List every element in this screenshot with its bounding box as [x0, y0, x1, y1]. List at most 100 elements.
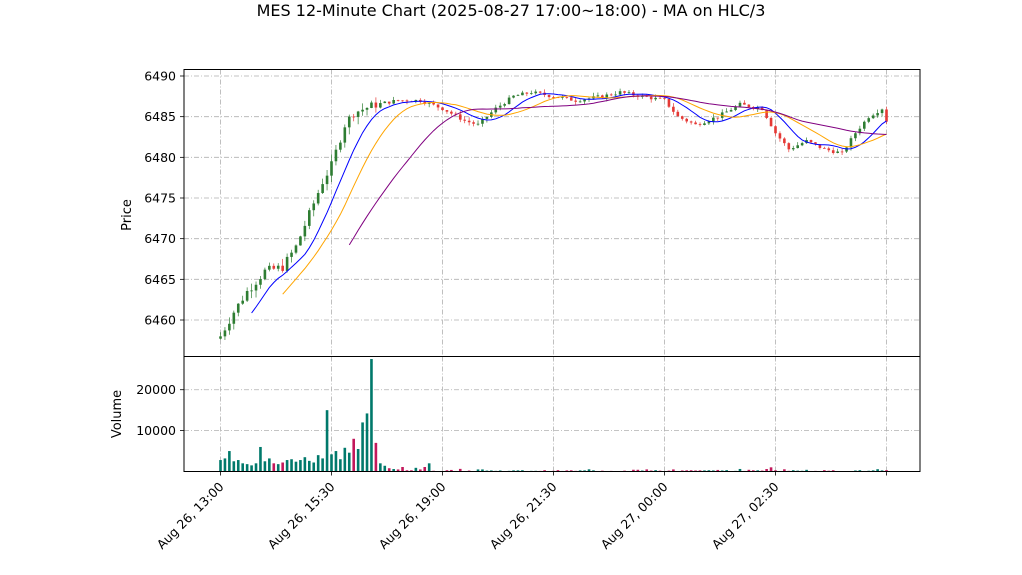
volume-bar: [632, 469, 635, 472]
volume-bar: [219, 460, 222, 472]
volume-axis-label: Volume: [110, 390, 125, 438]
volume-bar: [236, 460, 240, 472]
x-tick-label: Aug 27, 02:30: [709, 479, 782, 552]
volume-bar: [752, 470, 755, 472]
candle-body: [689, 121, 693, 123]
volume-bar: [592, 470, 595, 472]
volume-bar: [365, 413, 369, 472]
volume-bar: [241, 463, 244, 472]
candle-body: [614, 94, 617, 96]
volume-bar: [885, 470, 888, 472]
candlestick-series: [219, 88, 888, 341]
candle-body: [858, 128, 862, 134]
candle-body: [609, 94, 613, 96]
candle-body: [263, 269, 267, 280]
candle-body: [694, 122, 697, 125]
volume-bar: [556, 470, 560, 472]
volume-bar: [250, 465, 253, 472]
volume-bar: [263, 461, 267, 472]
price-tick-label: 6480: [144, 150, 176, 165]
volume-bar: [356, 449, 360, 472]
candle-body: [814, 142, 817, 145]
candle-body: [547, 95, 551, 98]
volume-bar: [414, 467, 418, 472]
candle-body: [530, 93, 533, 95]
volume-tick-label: 10000: [136, 423, 176, 438]
candle-body: [849, 138, 853, 148]
candle-body: [401, 100, 404, 102]
volume-bar: [325, 410, 329, 472]
candle-body: [290, 252, 293, 257]
volume-bar: [694, 470, 697, 472]
volume-bar: [791, 470, 795, 472]
candle-body: [312, 203, 316, 211]
candle-body: [334, 149, 338, 162]
volume-bar: [321, 458, 324, 472]
price-y-axis: 6460 6465 6470 6475 6480 6485 6490: [144, 69, 184, 328]
volume-bar: [707, 470, 711, 472]
volume-bar: [254, 463, 258, 472]
moving-average-line: [251, 93, 887, 314]
volume-bar: [294, 461, 298, 472]
candle-body: [818, 144, 822, 148]
volume-bar: [401, 467, 404, 472]
candle-body: [285, 256, 289, 271]
price-tick-label: 6465: [144, 272, 176, 287]
candle-body: [481, 118, 484, 124]
candle-body: [743, 102, 746, 105]
volume-bar: [703, 470, 706, 472]
candle-body: [352, 116, 355, 118]
candle-body: [649, 96, 653, 100]
volume-bar: [880, 470, 884, 472]
volume-bar: [450, 469, 453, 472]
candle-body: [383, 101, 387, 104]
candle-body: [676, 111, 680, 117]
volume-bar: [312, 462, 316, 472]
candle-body: [507, 97, 511, 105]
volume-bar: [285, 460, 289, 472]
volume-bar: [476, 469, 480, 472]
candle-body: [370, 102, 373, 108]
candle-body: [698, 124, 702, 126]
candle-body: [791, 148, 795, 150]
volume-bar: [756, 470, 760, 472]
x-tick-label: Aug 26, 19:00: [376, 479, 449, 552]
volume-bar: [569, 470, 573, 472]
candle-body: [840, 151, 844, 153]
candle-body: [321, 184, 324, 194]
volume-bar: [419, 469, 422, 472]
candle-body: [672, 106, 675, 112]
candle-body: [703, 123, 706, 126]
candle-body: [281, 265, 284, 271]
price-panel-frame: [183, 69, 921, 357]
candle-body: [303, 225, 307, 237]
candle-body: [569, 97, 573, 101]
volume-bar: [685, 470, 688, 472]
x-tick-label: Aug 26, 15:30: [265, 479, 338, 552]
volume-bar: [228, 451, 231, 472]
volume-bar: [521, 470, 524, 472]
volume-bar: [769, 467, 773, 472]
price-tick-label: 6475: [144, 191, 176, 206]
price-axis-label: Price: [120, 199, 135, 231]
candle-body: [441, 107, 444, 111]
volume-bar: [672, 469, 675, 472]
candle-body: [396, 100, 400, 101]
volume-bar: [765, 469, 768, 472]
volume-bar: [281, 462, 284, 472]
volume-bar: [512, 470, 515, 472]
candle-body: [236, 303, 240, 313]
volume-bar: [316, 455, 320, 472]
candle-body: [747, 104, 751, 108]
candle-body: [729, 110, 733, 112]
candle-body: [299, 236, 302, 246]
candle-body: [800, 143, 804, 146]
candle-body: [756, 107, 760, 109]
candle-body: [347, 116, 351, 128]
volume-grid: [184, 356, 920, 472]
candle-body: [268, 265, 271, 270]
candle-body: [254, 284, 258, 291]
volume-bar: [871, 470, 875, 472]
candle-body: [845, 147, 848, 152]
